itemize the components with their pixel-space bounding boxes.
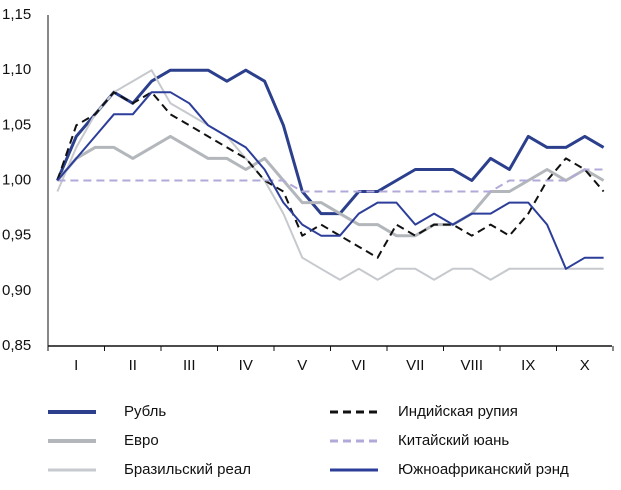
x-tick-label: VIII [460, 357, 483, 374]
y-tick-label: 1,05 [2, 116, 31, 133]
y-tick-label: 0,85 [2, 337, 31, 354]
series-line [56, 134, 605, 238]
series-line [56, 91, 604, 270]
x-tick-label: III [183, 357, 196, 374]
legend-label: Евро [124, 432, 159, 449]
legend-label: Южноафриканский рэнд [398, 461, 569, 478]
y-tick-label: 0,95 [2, 227, 31, 244]
legend-label: Китайский юань [398, 432, 509, 449]
y-tick-label: 1,00 [2, 171, 31, 188]
x-tick-label: IX [521, 357, 535, 374]
x-tick-label: VII [406, 357, 424, 374]
x-tick-label: X [580, 357, 590, 374]
legend-label: Рубль [124, 403, 166, 420]
x-tick-label: II [129, 357, 137, 374]
legend-label: Индийская рупия [398, 403, 518, 420]
series-line [56, 68, 605, 216]
x-tick-label: I [74, 357, 78, 374]
series-line [56, 91, 605, 259]
series-line [57, 168, 604, 193]
x-tick-label: IV [239, 357, 253, 374]
y-tick-label: 1,15 [2, 6, 31, 23]
legend-label: Бразильский реал [124, 461, 251, 478]
x-tick-label: V [297, 357, 307, 374]
y-tick-label: 0,90 [2, 282, 31, 299]
x-tick-label: VI [352, 357, 366, 374]
y-tick-label: 1,10 [2, 61, 31, 78]
series-line [56, 69, 604, 281]
